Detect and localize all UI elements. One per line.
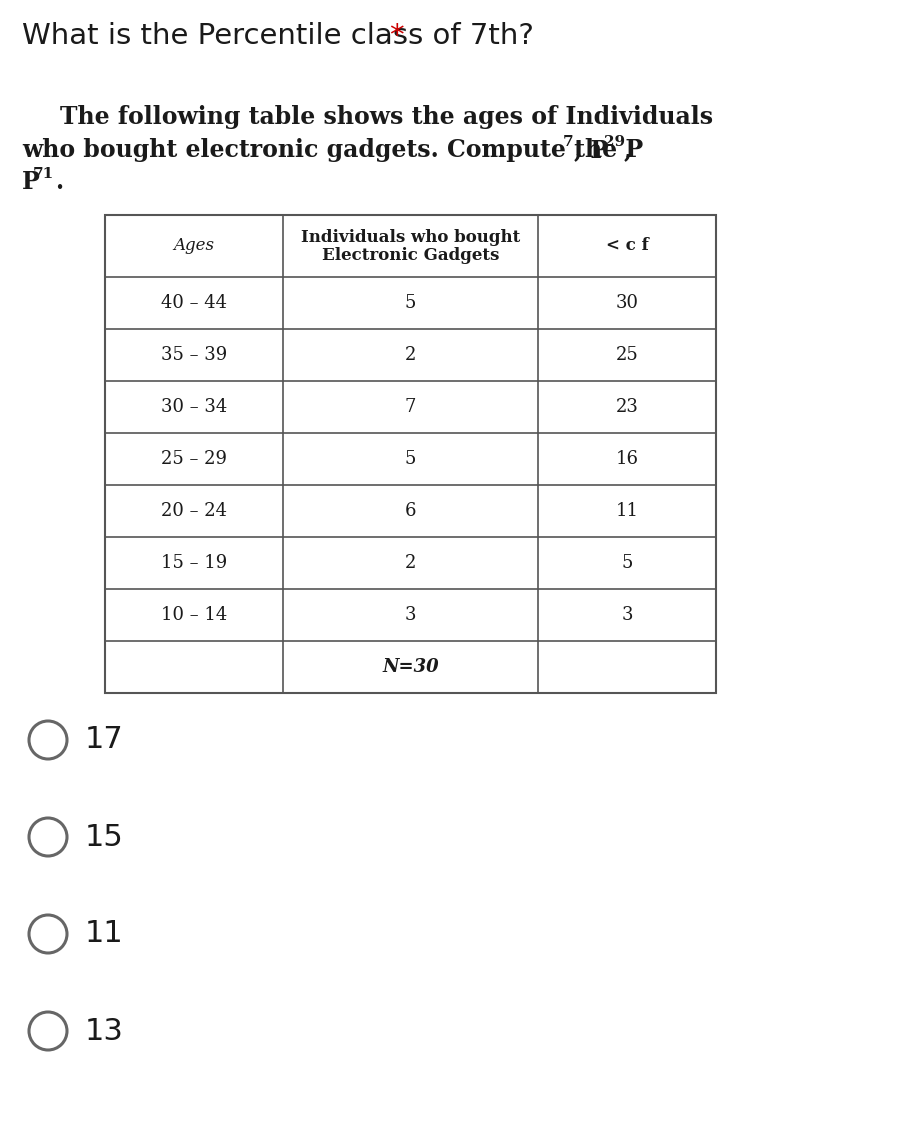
Text: 5: 5	[404, 294, 416, 312]
Text: 71: 71	[33, 167, 55, 181]
Text: 6: 6	[404, 502, 416, 521]
Text: 7: 7	[404, 398, 416, 416]
Text: 40 – 44: 40 – 44	[161, 294, 227, 312]
Text: 30 – 34: 30 – 34	[161, 398, 227, 416]
Text: 23: 23	[616, 398, 639, 416]
Text: 5: 5	[621, 554, 632, 572]
Text: N=30: N=30	[383, 658, 439, 677]
Text: 17: 17	[85, 726, 124, 754]
Text: 3: 3	[404, 606, 416, 624]
Text: 25: 25	[616, 346, 639, 364]
Text: 3: 3	[621, 606, 633, 624]
Text: < c f: < c f	[606, 238, 649, 254]
Text: The following table shows the ages of Individuals: The following table shows the ages of In…	[60, 105, 713, 129]
Text: ,: ,	[624, 138, 632, 162]
Text: *: *	[389, 22, 404, 50]
Text: P: P	[22, 170, 40, 194]
Text: 5: 5	[404, 450, 416, 468]
Text: 16: 16	[616, 450, 639, 468]
Text: 10 – 14: 10 – 14	[161, 606, 227, 624]
Text: Individuals who bought: Individuals who bought	[301, 229, 520, 246]
Text: What is the Percentile class of 7th?: What is the Percentile class of 7th?	[22, 22, 543, 50]
Text: 20 – 24: 20 – 24	[161, 502, 227, 521]
Text: .: .	[55, 170, 63, 194]
Text: who bought electronic gadgets. Compute the P: who bought electronic gadgets. Compute t…	[22, 138, 643, 162]
Text: 2: 2	[404, 346, 416, 364]
Text: , P: , P	[574, 138, 609, 162]
Text: Ages: Ages	[173, 238, 214, 254]
Text: 13: 13	[85, 1016, 124, 1046]
Text: 11: 11	[85, 919, 124, 949]
Text: 25 – 29: 25 – 29	[161, 450, 227, 468]
Text: 15 – 19: 15 – 19	[161, 554, 227, 572]
Text: 7: 7	[563, 136, 574, 149]
Text: 29: 29	[604, 136, 625, 149]
Bar	[105, 215, 716, 693]
Text: 35 – 39: 35 – 39	[161, 346, 227, 364]
Text: 15: 15	[85, 822, 124, 852]
Text: Electronic Gadgets: Electronic Gadgets	[322, 247, 499, 264]
Text: 30: 30	[616, 294, 639, 312]
Text: 2: 2	[404, 554, 416, 572]
Text: 11: 11	[616, 502, 639, 521]
